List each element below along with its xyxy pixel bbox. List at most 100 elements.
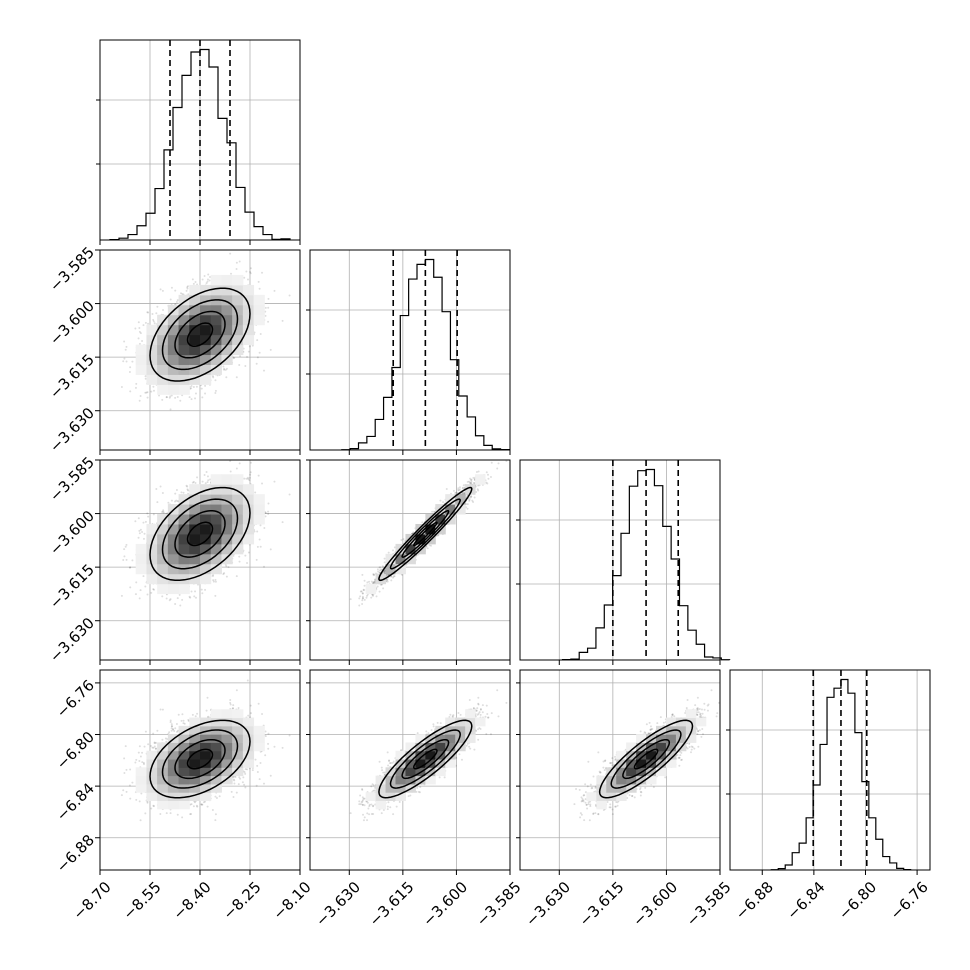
sample-point — [256, 530, 259, 533]
density-cell — [210, 284, 222, 296]
sample-point — [175, 301, 178, 304]
density-cell — [167, 384, 180, 395]
sample-point — [135, 382, 138, 385]
sample-point — [194, 596, 197, 599]
sample-point — [186, 287, 189, 290]
density-cell — [200, 344, 212, 356]
sample-point — [194, 280, 197, 283]
sample-point — [264, 306, 267, 309]
sample-point — [161, 398, 164, 401]
sample-point — [156, 305, 159, 308]
sample-point — [247, 551, 250, 554]
sample-point — [137, 517, 140, 520]
density-cell — [221, 294, 233, 306]
contour-line — [174, 310, 226, 359]
sample-point — [124, 545, 127, 548]
sample-point — [125, 543, 128, 546]
sample-point — [162, 510, 165, 513]
sample-point — [222, 365, 225, 368]
sample-point — [192, 480, 195, 483]
density-cell — [157, 384, 169, 395]
sample-point — [147, 322, 150, 325]
sample-point — [161, 492, 164, 495]
scatter-panel-2-0 — [99, 459, 301, 661]
density-cell — [167, 334, 180, 346]
sample-point — [139, 395, 142, 398]
sample-point — [273, 480, 276, 483]
density-cell — [232, 334, 244, 346]
sample-point — [251, 344, 254, 347]
sample-point — [246, 476, 249, 479]
density-cell — [135, 354, 147, 365]
sample-point — [142, 324, 145, 327]
density-cell — [242, 324, 255, 336]
panel-frame — [519, 459, 721, 661]
sample-point — [244, 364, 247, 367]
sample-point — [153, 322, 156, 325]
sample-point — [182, 491, 185, 494]
sample-point — [207, 479, 210, 482]
sample-point — [306, 308, 308, 310]
sample-point — [122, 360, 125, 363]
density-cell — [178, 344, 190, 356]
sample-point — [168, 599, 171, 602]
contour-line — [149, 287, 251, 382]
sample-point — [249, 461, 252, 464]
sample-point — [225, 367, 228, 370]
sample-point — [155, 312, 158, 315]
sample-point — [146, 311, 149, 314]
sample-point — [269, 548, 272, 551]
density-cell — [200, 294, 212, 306]
sample-point — [191, 481, 194, 484]
sample-point — [212, 376, 215, 379]
sample-point — [232, 357, 235, 360]
sample-point — [174, 289, 177, 292]
sample-point — [223, 572, 226, 575]
sample-point — [267, 510, 270, 513]
density-cell — [157, 364, 169, 375]
sample-point — [243, 276, 246, 279]
density-cell — [232, 294, 244, 306]
sample-point — [169, 408, 172, 411]
sample-point — [168, 396, 171, 399]
sample-point — [170, 286, 173, 289]
sample-point — [169, 395, 172, 398]
sample-point — [209, 478, 212, 481]
sample-point — [214, 578, 217, 581]
density-cell — [146, 324, 158, 336]
sample-point — [194, 392, 197, 395]
sample-point — [134, 593, 137, 596]
sample-point — [138, 532, 141, 535]
density-cell — [146, 354, 158, 365]
density-cell — [200, 364, 212, 375]
density-cell — [157, 324, 169, 336]
sample-point — [152, 389, 155, 392]
density-cell — [232, 284, 244, 296]
sample-point — [150, 390, 153, 393]
sample-point — [235, 268, 238, 271]
sample-point — [214, 580, 217, 583]
sample-point — [249, 471, 252, 474]
sample-point — [229, 252, 232, 255]
sample-point — [205, 282, 208, 285]
sample-point — [179, 292, 182, 295]
sample-point — [123, 357, 126, 360]
density-cell — [167, 344, 180, 356]
sample-point — [238, 555, 241, 558]
sample-point — [256, 356, 259, 359]
histogram-panel-3 — [726, 669, 931, 871]
sample-point — [190, 387, 193, 390]
sample-point — [191, 278, 194, 281]
sample-point — [123, 548, 126, 551]
sample-point — [158, 394, 161, 397]
density-cell — [232, 274, 244, 286]
sample-point — [204, 392, 207, 395]
sample-point — [203, 274, 206, 277]
sample-point — [151, 312, 154, 315]
sample-point — [259, 545, 262, 548]
sample-point — [233, 356, 236, 359]
density-cell — [178, 334, 190, 346]
density-cell — [146, 334, 158, 346]
density-cell — [200, 334, 212, 346]
